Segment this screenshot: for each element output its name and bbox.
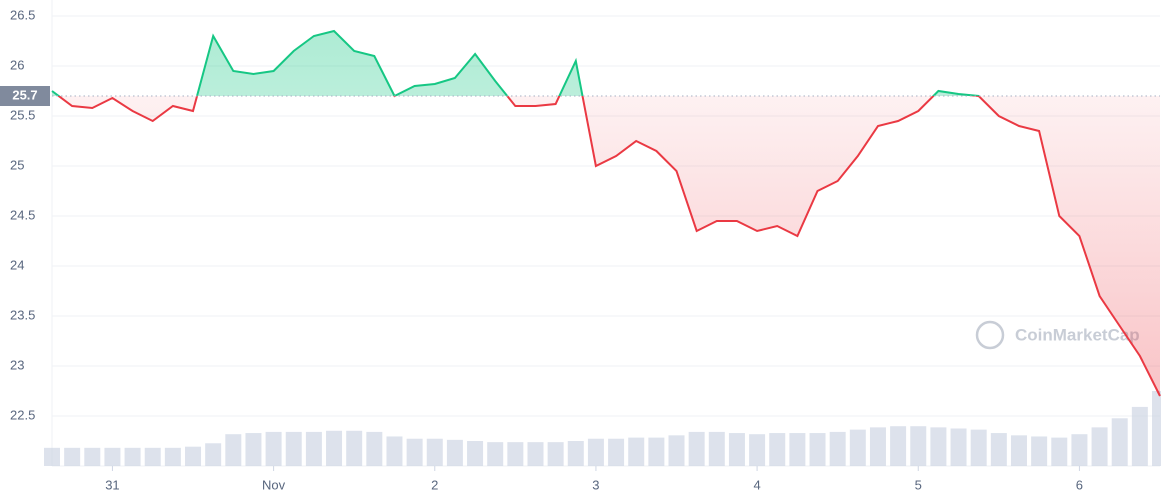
volume-bar bbox=[245, 433, 262, 466]
volume-bar bbox=[1111, 418, 1128, 466]
volume-bar bbox=[305, 431, 322, 466]
volume-bar bbox=[587, 438, 604, 466]
x-tick-label: 3 bbox=[592, 477, 599, 492]
y-tick-label: 26 bbox=[10, 57, 24, 72]
volume-bar bbox=[648, 437, 665, 466]
y-tick-label: 25.5 bbox=[10, 107, 35, 122]
volume-bar bbox=[406, 438, 423, 466]
volume-bar bbox=[1131, 406, 1148, 466]
line-down bbox=[57, 96, 1161, 397]
volume-bar bbox=[1152, 391, 1161, 466]
baseline-label-box bbox=[0, 86, 50, 106]
volume-bar bbox=[84, 447, 101, 466]
volume-bar bbox=[64, 447, 81, 466]
y-tick-label: 22.5 bbox=[10, 407, 35, 422]
volume-bar bbox=[990, 433, 1007, 466]
volume-bar bbox=[628, 437, 645, 466]
volume-bar bbox=[346, 430, 363, 466]
volume-bar bbox=[124, 447, 141, 466]
volume-bar bbox=[527, 442, 544, 466]
area-up bbox=[52, 31, 1160, 96]
baseline-label: 25.7 bbox=[12, 87, 37, 102]
volume-bar bbox=[144, 447, 161, 466]
volume-bar bbox=[467, 441, 484, 466]
x-tick-label: 31 bbox=[105, 477, 119, 492]
y-tick-label: 23.5 bbox=[10, 307, 35, 322]
x-tick-label: 4 bbox=[753, 477, 760, 492]
volume-bar bbox=[164, 447, 181, 466]
volume-bar bbox=[910, 426, 927, 466]
volume-bar bbox=[950, 428, 967, 466]
volume-bar bbox=[688, 431, 705, 466]
volume-bar bbox=[326, 430, 343, 466]
volume-bar bbox=[185, 446, 202, 466]
volume-bar bbox=[890, 426, 907, 466]
volume-bar bbox=[769, 433, 786, 466]
volume-bar bbox=[547, 442, 564, 466]
volume-bar bbox=[829, 431, 846, 466]
volume-bar bbox=[809, 433, 826, 466]
volume-bar bbox=[487, 442, 504, 466]
volume-bar bbox=[1010, 435, 1027, 466]
volume-bar bbox=[1051, 437, 1068, 466]
watermark-logo bbox=[975, 320, 1005, 350]
volume-bar bbox=[668, 435, 685, 466]
volume-bar bbox=[285, 431, 302, 466]
volume-bar bbox=[386, 436, 403, 466]
volume-bar bbox=[869, 427, 886, 466]
volume-bar bbox=[1031, 436, 1048, 466]
volume-bar bbox=[446, 439, 463, 466]
volume-bar bbox=[970, 429, 987, 466]
volume-bar bbox=[265, 431, 282, 466]
volume-bar bbox=[749, 434, 766, 466]
x-tick-label: 5 bbox=[915, 477, 922, 492]
y-tick-label: 26.5 bbox=[10, 7, 35, 22]
volume-bar bbox=[1071, 434, 1088, 466]
volume-bar bbox=[225, 434, 242, 466]
volume-bar bbox=[608, 438, 625, 466]
y-tick-label: 23 bbox=[10, 357, 24, 372]
volume-bar bbox=[849, 429, 866, 466]
watermark: CoinMarketCap bbox=[1015, 325, 1140, 344]
y-tick-label: 24 bbox=[10, 257, 24, 272]
volume-bar bbox=[104, 447, 121, 466]
area-down bbox=[52, 96, 1160, 396]
volume-bar bbox=[728, 433, 745, 466]
volume-bar bbox=[44, 447, 60, 466]
volume-bar bbox=[567, 441, 584, 466]
x-tick-label: Nov bbox=[262, 477, 286, 492]
volume-bar bbox=[366, 431, 383, 466]
volume-bar bbox=[426, 438, 443, 466]
x-tick-label: 6 bbox=[1076, 477, 1083, 492]
volume-bar bbox=[930, 427, 947, 466]
volume-bar bbox=[1091, 427, 1108, 466]
y-tick-label: 25 bbox=[10, 157, 24, 172]
volume-bar bbox=[708, 431, 725, 466]
volume-bar bbox=[507, 442, 524, 466]
volume-bar bbox=[205, 443, 222, 466]
x-tick-label: 2 bbox=[431, 477, 438, 492]
y-tick-label: 24.5 bbox=[10, 207, 35, 222]
volume-bar bbox=[789, 433, 806, 466]
